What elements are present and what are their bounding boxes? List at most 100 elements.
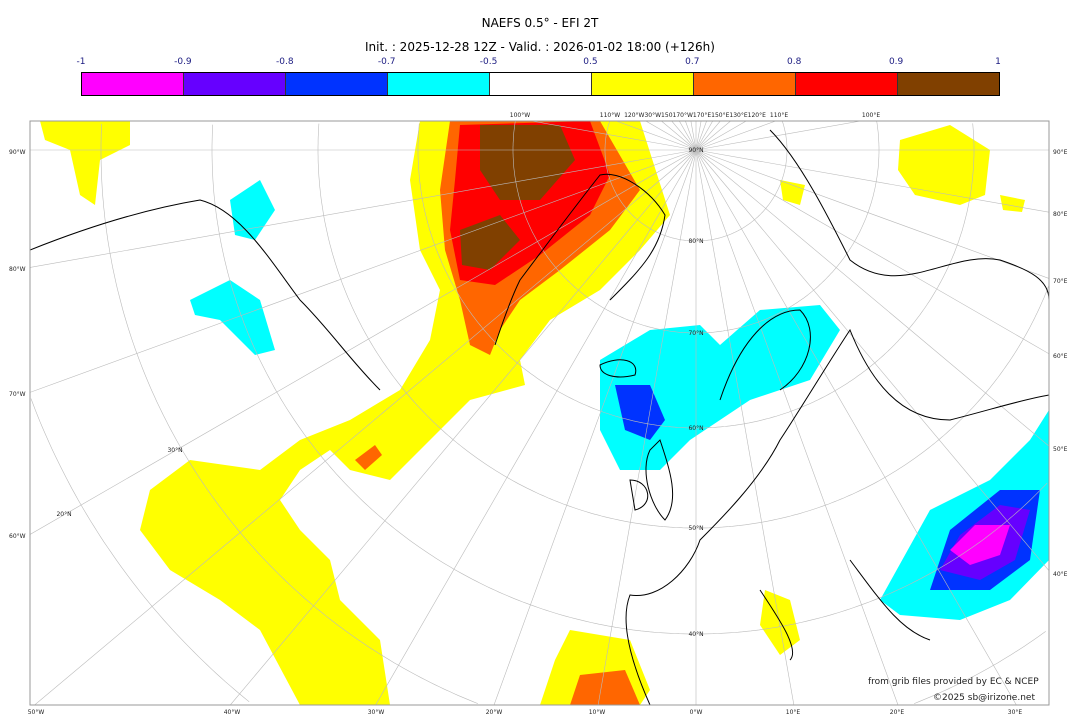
meridian-line	[695, 121, 702, 151]
source-credit: from grib files provided by EC & NCEP	[868, 677, 1039, 687]
meridian-line	[531, 121, 697, 151]
efi-area-blue	[615, 385, 665, 440]
axis-label: 60°W	[9, 533, 26, 540]
axis-label: 50°N	[688, 525, 703, 532]
colorbar-tick-label: 0.5	[583, 57, 598, 67]
colorbar-tick-label: 0.7	[685, 57, 700, 67]
latitude-circle	[604, 121, 696, 242]
colorbar-tick-label: -0.7	[377, 57, 396, 67]
axis-label: 110°E	[770, 112, 788, 119]
efi-area-yellow	[760, 590, 800, 655]
colorbar-swatch	[898, 73, 999, 95]
latitude-circle	[696, 121, 880, 334]
latitude-circle	[696, 285, 1049, 529]
colorbar-swatch	[82, 73, 184, 95]
copyright: ©2025 sb@irizone.net	[933, 693, 1035, 703]
meridian-line	[597, 149, 697, 705]
colorbar-tick-label: 1	[995, 57, 1001, 67]
axis-label: 120°W30°W150170°W170°E150°E130°E120°E	[624, 112, 766, 119]
efi-area-orange	[355, 445, 382, 470]
meridian-line	[695, 149, 795, 705]
meridian-line	[695, 149, 1017, 705]
axis-label: 40°E	[1053, 571, 1068, 578]
meridian-line	[230, 149, 697, 705]
efi-area-magenta	[950, 525, 1010, 565]
meridian-line	[695, 149, 899, 705]
meridian-line	[695, 149, 1049, 447]
efi-area-yellow	[1000, 195, 1025, 212]
axis-label: 0°W	[690, 709, 703, 716]
meridian-line	[690, 121, 697, 151]
meridian-line	[616, 121, 697, 151]
map-frame	[29, 120, 1050, 706]
latitude-circle	[512, 121, 696, 334]
meridian-line	[685, 121, 697, 151]
axis-label: 90°W	[9, 149, 26, 156]
colorbar-swatch	[592, 73, 694, 95]
efi-area-orange	[570, 670, 640, 705]
axis-label: 70°N	[688, 330, 703, 337]
meridian-line	[695, 121, 707, 151]
axis-label: 10°W	[589, 709, 606, 716]
meridian-line	[695, 121, 713, 151]
efi-area-brown	[480, 125, 575, 200]
colorbar-tick-label: 0.8	[787, 57, 802, 67]
colorbar-swatch	[388, 73, 490, 95]
meridian-line	[695, 121, 731, 151]
latitude-circle	[100, 123, 479, 704]
axis-label: 90°N	[688, 147, 703, 154]
colorbar-tick-label: -0.8	[275, 57, 294, 67]
meridian-line	[695, 121, 721, 151]
meridian-line	[695, 149, 1049, 213]
meridian-line	[375, 149, 697, 705]
meridian-line	[645, 121, 697, 151]
meridian-line	[695, 121, 776, 151]
axis-labels: 50°W 40°W 30°W 20°W 10°W 0°W 10°E 20°E 30°E 90°W 8…	[9, 112, 1068, 716]
latitude-circle	[30, 398, 250, 703]
meridian-line	[695, 149, 1049, 571]
axis-label: 50°W	[28, 709, 45, 716]
axis-label: 80°N	[688, 238, 703, 245]
latitude-circle	[211, 124, 696, 635]
efi-area-cyan	[600, 305, 840, 470]
axis-label: 50°E	[1053, 446, 1068, 453]
axis-label: 30°W	[368, 709, 385, 716]
axis-label: 60°E	[1053, 353, 1068, 360]
efi-area-yellow	[40, 121, 130, 205]
colorbar-swatch	[796, 73, 898, 95]
meridian-line	[30, 149, 697, 393]
axis-label: 20°E	[890, 709, 905, 716]
efi-area-yellow	[780, 180, 805, 205]
efi-area-cyan	[190, 280, 275, 355]
map-subtitle: Init. : 2025-12-28 12Z - Valid. : 2026-0…	[365, 40, 715, 54]
axis-label: 100°W	[510, 112, 530, 119]
meridian-line	[34, 149, 697, 705]
colorbar-swatch	[694, 73, 796, 95]
latitude-circle	[913, 631, 1046, 704]
axis-label: 70°E	[1053, 278, 1068, 285]
colorbar-tick-label: -0.5	[479, 57, 498, 67]
meridian-line	[679, 121, 697, 151]
colorbar-swatch	[184, 73, 286, 95]
meridian-line	[671, 121, 697, 151]
axis-label: 40°W	[224, 709, 241, 716]
colorbar-swatch	[286, 73, 388, 95]
axis-label: 20°N	[56, 511, 71, 518]
graticule	[30, 121, 1049, 705]
meridian-line	[695, 149, 1049, 355]
meridian-line	[493, 149, 697, 705]
axis-label: 70°W	[9, 391, 26, 398]
axis-label: 110°W	[600, 112, 620, 119]
axis-label: 40°N	[688, 631, 703, 638]
efi-fields	[40, 121, 1049, 705]
meridian-line	[695, 149, 1049, 279]
axis-label: 60°N	[688, 425, 703, 432]
axis-label: 20°W	[486, 709, 503, 716]
latitude-circle	[317, 123, 696, 529]
meridian-line	[661, 121, 697, 151]
latitude-circle	[696, 123, 975, 429]
colorbar-tick-label: -0.9	[174, 57, 192, 67]
axis-label: 90°E	[1053, 149, 1068, 156]
latitude-circle	[417, 123, 696, 429]
